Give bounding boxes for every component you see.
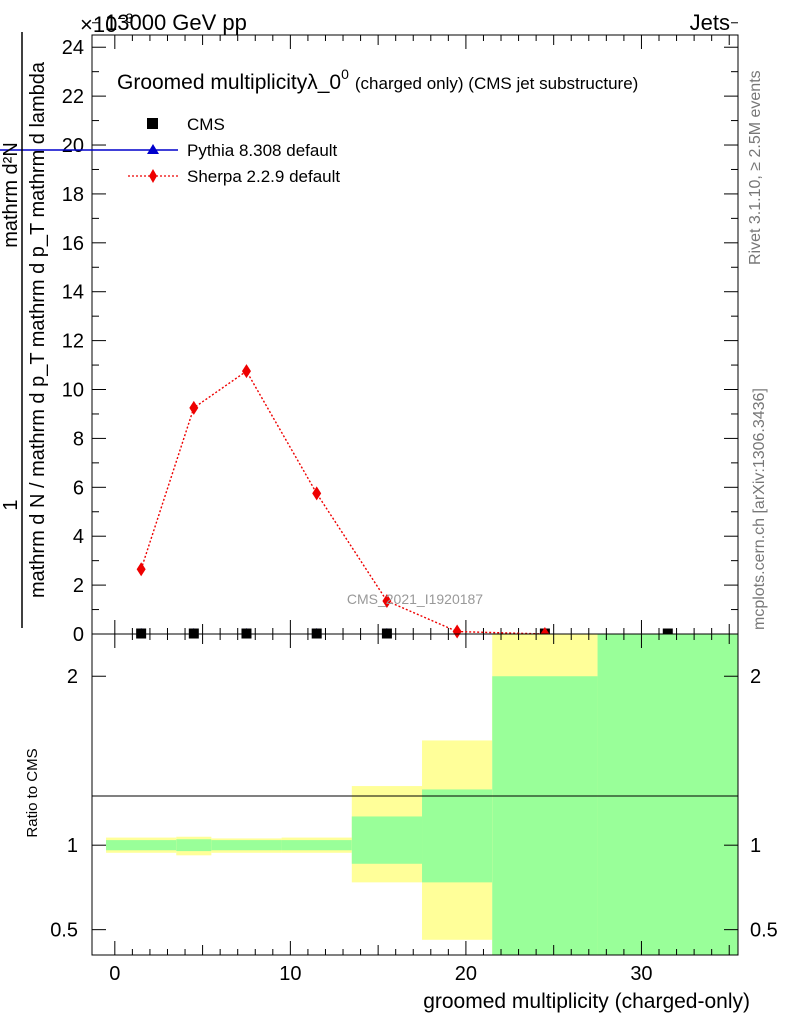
x-axis-label: groomed multiplicity (charged-only) [423, 990, 750, 1013]
main-y-tick-label: 14 [62, 282, 84, 304]
ratio-y-tick-label: 0.5 [50, 920, 78, 942]
ratio-band-stat-2 [211, 840, 282, 851]
legend-cms-marker [147, 118, 158, 129]
plot-title: Groomed multiplicityλ_00 (charged only) (… [117, 66, 638, 94]
legend: CMS Pythia 8.308 default Sherpa 2.2.9 de… [0, 115, 340, 186]
legend-pythia-label: Pythia 8.308 default [187, 141, 338, 160]
ratio-y-tick-label: 1 [67, 835, 78, 857]
sherpa-line [140, 370, 545, 635]
ratio-y-tick-label: 2 [67, 666, 78, 688]
x-tick-label: 30 [630, 963, 652, 985]
sherpa-point [452, 624, 462, 639]
x-tick-label: 10 [279, 963, 301, 985]
ratio-band-stat-7 [597, 634, 738, 955]
header-right: Jets [690, 10, 730, 35]
sherpa-point [312, 486, 322, 501]
ratio-bands [106, 634, 738, 955]
ratio-band-stat-1 [176, 839, 212, 852]
main-y-tick-label: 22 [62, 86, 84, 108]
main-y-label: 1 mathrm d²N mathrm d N / mathrm d p_T m… [0, 32, 49, 628]
ratio-band-stat-5 [422, 789, 493, 883]
main-y-tick-label: 2 [73, 575, 84, 597]
legend-sherpa-label: Sherpa 2.2.9 default [187, 167, 340, 186]
main-y-tick-label: 8 [73, 428, 84, 450]
legend-cms-label: CMS [187, 115, 225, 134]
main-y-tick-label: 6 [73, 477, 84, 499]
ratio-band-stat-4 [351, 816, 423, 864]
ratio-band-stat-6 [492, 676, 598, 955]
ratio-band-stat-0 [106, 840, 177, 851]
y-label-numerator: 1 [0, 499, 22, 510]
header-left: 13000 GeV pp [105, 10, 247, 35]
sherpa-point [136, 562, 146, 577]
analysis-watermark: CMS_2021_I1920187 [347, 591, 483, 607]
mcplots-label: mcplots.cern.ch [arXiv:1306.3436] [751, 388, 768, 630]
sherpa-point [241, 364, 251, 379]
main-y-tick-label: 10 [62, 380, 84, 402]
ratio-y-tick-label-right: 1 [750, 835, 761, 857]
y-label-top: mathrm d²N [0, 142, 22, 248]
main-y-tick-label: 18 [62, 184, 84, 206]
rivet-label: Rivet 3.1.10, ≥ 2.5M events [747, 70, 764, 265]
main-y-tick-label: 24 [62, 37, 84, 59]
x-tick-label: 20 [455, 963, 477, 985]
main-y-tick-label: 4 [73, 526, 84, 548]
ratio-panel-frame [91, 633, 739, 956]
ratio-axis-ticks: 0.5 0.51 12 20 10 20 30 [50, 634, 778, 985]
ratio-band-stat-3 [281, 840, 352, 851]
main-y-tick-label: 20 [62, 135, 84, 157]
sherpa-point [189, 400, 199, 415]
ratio-y-tick-label-right: 0.5 [750, 920, 778, 942]
legend-sherpa-marker [149, 169, 157, 183]
ratio-y-label: Ratio to CMS [24, 748, 41, 837]
main-y-tick-label: 12 [62, 331, 84, 353]
main-y-tick-label: 0 [73, 624, 84, 646]
legend-pythia-marker [147, 144, 159, 154]
x-tick-label: 0 [109, 963, 120, 985]
y-multiplier: ×10−3 [80, 10, 134, 37]
ratio-y-tick-label-right: 2 [750, 666, 761, 688]
y-label-denominator: mathrm d N / mathrm d p_T mathrm d p_T m… [27, 61, 49, 598]
main-y-tick-label: 16 [62, 233, 84, 255]
sherpa-point [382, 593, 392, 608]
